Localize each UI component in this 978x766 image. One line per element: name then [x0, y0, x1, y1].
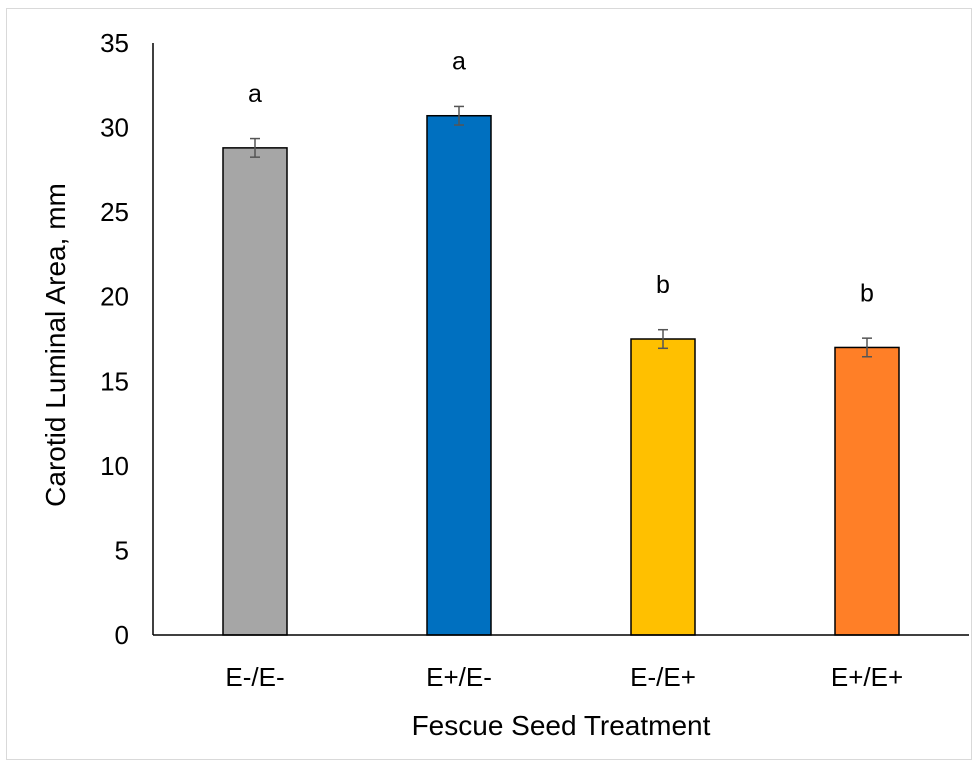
y-tick-label: 15 [100, 366, 129, 396]
significance-letter: b [860, 279, 874, 307]
y-tick-label: 20 [100, 282, 129, 312]
category-label: E+/E- [426, 662, 492, 692]
bar-chart: 0 5 10 15 20 25 30 35 a a b b E-/E- E+/E- E-/E+ E+/E+… [40, 28, 969, 741]
y-tick-label: 10 [100, 451, 129, 481]
chart-frame: 0 5 10 15 20 25 30 35 a a b b E-/E- E+/E- E-/E+ E+/E+… [6, 8, 972, 760]
error-bars [250, 105, 872, 358]
significance-letter: a [452, 48, 466, 76]
y-tick-label: 0 [115, 620, 129, 650]
category-label: E-/E- [225, 662, 284, 692]
significance-letter: b [656, 271, 670, 299]
category-label: E+/E+ [831, 662, 903, 692]
y-tick-label: 25 [100, 197, 129, 227]
bar [630, 338, 696, 636]
x-axis-title: Fescue Seed Treatment [412, 710, 711, 741]
y-axis-title: Carotid Luminal Area, mm [40, 183, 71, 507]
bar [834, 346, 900, 636]
y-tick-label: 5 [115, 535, 129, 565]
category-labels: E-/E- E+/E- E-/E+ E+/E+ [225, 662, 903, 692]
bar [222, 147, 288, 636]
significance-letter: a [248, 80, 262, 108]
bars [222, 114, 900, 636]
y-tick-label: 35 [100, 28, 129, 58]
y-tick-label: 30 [100, 113, 129, 143]
y-tick-labels: 0 5 10 15 20 25 30 35 [100, 28, 129, 650]
significance-letters: a a b b [248, 48, 874, 308]
category-label: E-/E+ [630, 662, 696, 692]
bar [426, 114, 492, 636]
